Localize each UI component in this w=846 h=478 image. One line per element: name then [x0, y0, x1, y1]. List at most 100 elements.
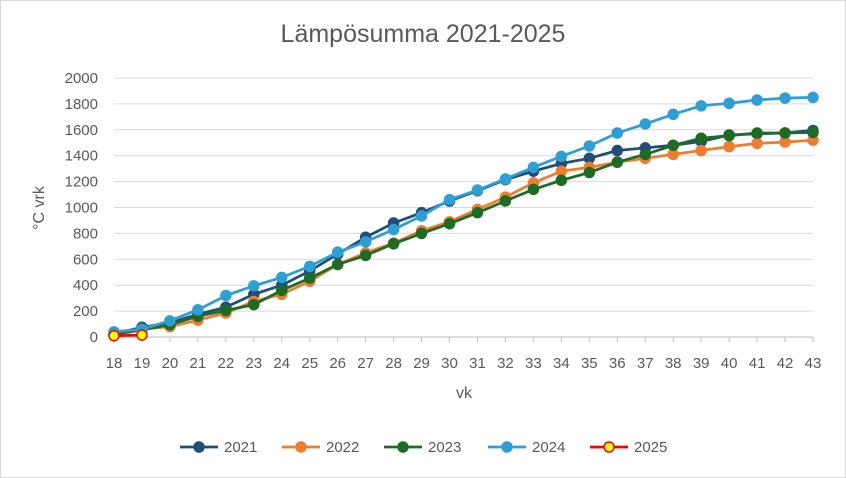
data-point — [220, 304, 232, 317]
data-point — [443, 193, 456, 206]
y-axis-label: °C vrk — [31, 185, 48, 230]
data-point — [248, 280, 260, 292]
data-point — [695, 100, 707, 112]
legend-swatch-marker — [397, 441, 409, 453]
data-point — [387, 223, 400, 236]
y-tick-label: 1200 — [65, 174, 98, 191]
y-tick-label: 1400 — [65, 148, 98, 165]
data-point — [695, 144, 707, 157]
data-point — [471, 206, 484, 219]
x-tick-label: 43 — [805, 355, 822, 372]
x-tick-label: 42 — [777, 355, 794, 372]
legend-item-2022: 2022 — [282, 439, 359, 456]
x-tick-label: 19 — [134, 355, 151, 372]
x-tick-label: 34 — [553, 355, 570, 372]
data-point — [359, 236, 372, 248]
data-point — [583, 140, 596, 152]
data-point — [108, 329, 120, 342]
x-tick-label: 38 — [665, 355, 682, 372]
x-axis-label: vk — [456, 385, 473, 402]
y-tick-label: 1800 — [65, 96, 98, 113]
x-tick-label: 23 — [245, 355, 262, 372]
data-point — [583, 166, 596, 179]
data-point — [303, 272, 316, 284]
data-point — [443, 217, 456, 230]
data-point — [555, 150, 568, 163]
legend-swatch-marker — [295, 441, 307, 453]
x-tick-label: 41 — [749, 355, 766, 372]
data-point — [723, 140, 735, 153]
x-tick-label: 18 — [106, 355, 123, 372]
x-tick-label: 21 — [190, 355, 207, 372]
data-point — [303, 260, 316, 273]
legend-item-2021: 2021 — [180, 439, 257, 456]
data-point — [415, 227, 428, 240]
y-tick-label: 400 — [73, 277, 98, 294]
legend-item-2023: 2023 — [384, 439, 461, 456]
data-point — [611, 156, 624, 168]
data-point — [723, 129, 735, 142]
legend-item-2024: 2024 — [488, 439, 565, 456]
data-point — [387, 238, 400, 250]
x-tick-label: 22 — [217, 355, 234, 372]
data-point — [415, 210, 428, 222]
data-point — [527, 183, 540, 196]
data-point — [667, 108, 679, 121]
x-tick-label: 28 — [385, 355, 402, 372]
x-tick-label: 33 — [525, 355, 542, 372]
data-point — [695, 132, 707, 144]
x-tick-label: 37 — [637, 355, 654, 372]
data-point — [220, 289, 232, 302]
series-2023 — [108, 126, 819, 341]
data-point — [331, 246, 344, 258]
data-point — [527, 161, 540, 174]
series-2024 — [108, 91, 819, 338]
series-line — [113, 138, 814, 336]
y-axis-ticks: 0 200 400 600 800 1000 1200 1400 1600 1800 2000 — [65, 70, 98, 346]
x-tick-label: 20 — [162, 355, 179, 372]
chart-title: Lämpösumma 2021-2025 — [280, 20, 566, 48]
x-axis-ticks: 18 19 20 21 22 23 24 25 26 27 28 29 30 31 32 33 34 35 36 37… — [106, 337, 822, 372]
y-tick-label: 2000 — [65, 70, 98, 87]
x-tick-label: 29 — [413, 355, 430, 372]
legend-label: 2024 — [532, 439, 565, 456]
x-tick-label: 30 — [441, 355, 458, 372]
x-tick-label: 24 — [273, 355, 290, 372]
data-point — [751, 94, 763, 106]
data-point — [164, 315, 176, 327]
y-tick-label: 0 — [90, 329, 98, 346]
data-point — [248, 298, 260, 311]
data-point — [751, 127, 763, 139]
data-point — [807, 126, 819, 139]
x-tick-label: 36 — [609, 355, 626, 372]
x-tick-label: 39 — [693, 355, 710, 372]
data-point — [611, 144, 624, 157]
data-point — [639, 148, 651, 161]
data-point — [276, 284, 288, 297]
data-point — [723, 97, 735, 110]
data-point — [192, 304, 204, 316]
data-point — [807, 91, 819, 104]
legend-label: 2023 — [428, 439, 461, 456]
data-point — [359, 249, 372, 262]
legend-swatch-marker — [603, 441, 615, 453]
data-point — [276, 271, 288, 284]
data-point — [555, 174, 568, 187]
data-point — [751, 137, 763, 150]
series-group — [108, 91, 819, 342]
data-point — [331, 258, 344, 271]
y-tick-label: 1600 — [65, 122, 98, 139]
gridlines — [114, 77, 813, 338]
legend-label: 2021 — [224, 439, 257, 456]
data-point — [499, 173, 512, 185]
legend-swatch-marker — [193, 441, 205, 453]
data-point — [667, 139, 679, 152]
x-tick-label: 32 — [497, 355, 514, 372]
y-tick-label: 600 — [73, 251, 98, 268]
y-tick-label: 1000 — [65, 200, 98, 217]
data-point — [779, 127, 791, 139]
series-2021 — [108, 124, 819, 340]
data-point — [639, 118, 651, 130]
x-tick-label: 27 — [357, 355, 374, 372]
